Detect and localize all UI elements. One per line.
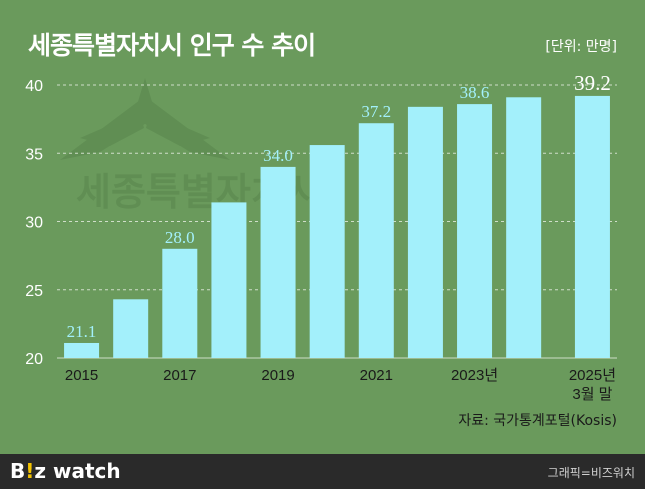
unit-label: [단위: 만명] [545, 39, 617, 55]
data-label: 39.2 [574, 71, 611, 95]
x-tick-label: 3월 말 [572, 386, 612, 403]
y-tick-label: 35 [25, 146, 43, 163]
data-label: 21.1 [67, 322, 97, 341]
bar [260, 166, 296, 358]
y-tick-label: 25 [25, 283, 43, 300]
data-label: 28.0 [165, 228, 195, 247]
bar [309, 145, 345, 358]
bizwatch-logo: B!z watch [10, 459, 121, 483]
footer-bar: B!z watch 그래픽=비즈워치 [0, 454, 645, 489]
y-tick-label: 20 [25, 351, 43, 368]
y-tick-label: 40 [25, 78, 43, 95]
x-tick-label: 2025년 [569, 367, 616, 384]
graphic-credit: 그래픽=비즈워치 [547, 466, 635, 480]
logo-letter-i: ! [25, 459, 35, 483]
bar [211, 202, 247, 358]
watermark-mountain-left [60, 100, 148, 160]
logo-watch: watch [46, 459, 121, 483]
bar [113, 299, 149, 358]
bar [64, 342, 100, 358]
bar [457, 104, 493, 358]
y-tick-label: 30 [25, 215, 43, 232]
data-label: 38.6 [460, 83, 490, 102]
bar [574, 95, 610, 359]
x-tick-label: 2015 [65, 367, 98, 384]
data-label: 34.0 [263, 146, 293, 165]
data-label: 37.2 [361, 102, 391, 121]
watermark-mountain-right [142, 100, 230, 160]
logo-letter-b: B [10, 459, 26, 483]
x-tick-label: 2023년 [451, 367, 498, 384]
logo-letter-z: z [34, 459, 47, 483]
watermark-wing-right [146, 112, 210, 146]
bar [162, 248, 198, 358]
x-tick-label: 2017 [163, 367, 196, 384]
watermark-peak [132, 78, 158, 122]
chart-title: 세종특별자치시 인구 수 추이 [28, 31, 316, 60]
bar [506, 97, 542, 358]
bar [407, 106, 443, 358]
x-tick-label: 2019 [261, 367, 294, 384]
source-note: 자료: 국가통계포털(Kosis) [458, 413, 617, 429]
bar [358, 123, 394, 358]
watermark-wing-left [80, 112, 144, 146]
x-tick-label: 2021 [360, 367, 393, 384]
